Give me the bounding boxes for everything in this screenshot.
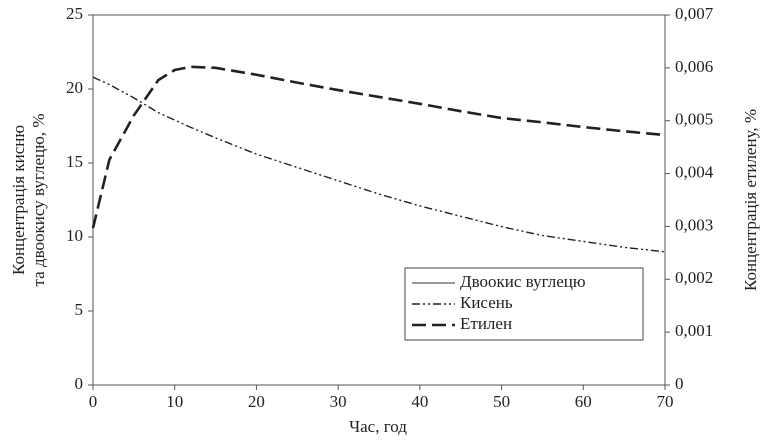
x-tick-label: 70 xyxy=(657,392,674,411)
y-tick-label: 5 xyxy=(75,300,84,319)
x-tick-label: 60 xyxy=(575,392,592,411)
series-line xyxy=(91,65,666,229)
x-tick-label: 40 xyxy=(411,392,428,411)
y2-tick-label: 0,006 xyxy=(675,57,713,76)
y2-tick-label: 0 xyxy=(675,374,684,393)
y2-tick-label: 0,007 xyxy=(675,4,714,23)
legend-label: Двоокис вуглецю xyxy=(460,272,586,291)
y2-tick-label: 0,003 xyxy=(675,215,713,234)
y-axis-label: Концентрація кисню xyxy=(9,125,28,275)
y-axis-label: та двоокису вуглецю, % xyxy=(29,114,48,287)
plot-frame xyxy=(92,14,666,386)
y2-tick-label: 0,004 xyxy=(675,162,714,181)
y-tick-label: 15 xyxy=(66,152,83,171)
y-tick-label: 10 xyxy=(66,226,83,245)
y2-tick-label: 0,005 xyxy=(675,110,713,129)
y2-tick-label: 0,001 xyxy=(675,321,713,340)
x-tick-label: 50 xyxy=(493,392,510,411)
x-tick-label: 30 xyxy=(330,392,347,411)
x-tick-label: 20 xyxy=(248,392,265,411)
y-tick-label: 20 xyxy=(66,78,83,97)
legend-label: Етилен xyxy=(460,314,512,333)
legend-label: Кисень xyxy=(460,293,513,312)
y2-tick-label: 0,002 xyxy=(675,268,713,287)
series-line xyxy=(92,76,666,253)
x-tick-label: 10 xyxy=(166,392,183,411)
x-axis-label: Час, год xyxy=(349,417,407,436)
y-tick-label: 0 xyxy=(75,374,84,393)
x-tick-label: 0 xyxy=(89,392,98,411)
y-tick-label: 25 xyxy=(66,4,83,23)
y2-axis-label: Концентрація етилену, % xyxy=(741,109,760,291)
